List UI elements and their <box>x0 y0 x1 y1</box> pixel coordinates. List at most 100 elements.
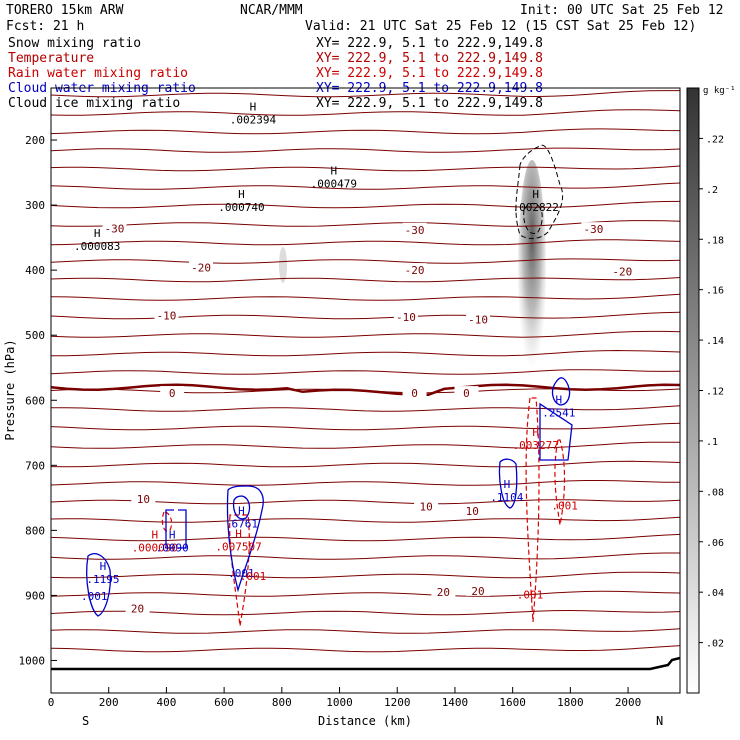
max-value-9: .1104 <box>490 491 523 504</box>
isoline-27 <box>51 590 680 597</box>
max-value-5: .003277 <box>513 439 559 452</box>
temp-label-bg-1-2 <box>610 264 635 277</box>
colorbar-tick-label-6: .14 <box>706 336 724 347</box>
y-tick-label-200: 200 <box>25 134 45 147</box>
temp-label-bg-0-1 <box>402 222 427 235</box>
colorbar-tick-label-10: .22 <box>706 134 724 145</box>
cloud-contour-north-box <box>539 402 573 461</box>
isoline-2 <box>51 128 680 135</box>
rain-contour-north <box>525 397 540 623</box>
cloud-contour-south-inner <box>232 495 251 520</box>
colorbar-tick-label-0: .02 <box>706 639 724 650</box>
plot-frame <box>50 87 681 694</box>
temp-label-1-1: -20 <box>405 264 425 277</box>
ice-contour-outer <box>515 144 564 239</box>
contour-level-label-4: .001 <box>551 500 578 513</box>
max-marker-4: H <box>532 188 539 201</box>
temp-label-bg-5-2 <box>466 583 491 596</box>
isoline-13 <box>51 330 680 338</box>
isoline-30 <box>51 645 680 653</box>
temperature-contours: -30 -30 -30 -20 -20 -20 -10 -10 -10 0 0 0 10 10 10 20 20… <box>51 221 680 615</box>
max-value-11: .0090 <box>156 542 189 555</box>
y-axis-title: Pressure (hPa) <box>3 339 17 440</box>
temp-label-3-2: 0 <box>463 387 470 400</box>
isoline-4 <box>51 165 680 172</box>
x-axis-title: Distance (km) <box>318 714 412 728</box>
north-label: N <box>656 714 663 728</box>
axes: 0 200 400 600 800 1000 1200 1400 1600 1800 2000200… <box>19 134 642 709</box>
isoline-19 <box>51 441 680 449</box>
isoline-5 <box>51 182 680 190</box>
ice-contours <box>515 144 564 239</box>
temp-label-bg-3-2 <box>454 386 479 399</box>
max-marker-5: H <box>532 426 539 439</box>
max-marker-3: H <box>94 227 101 240</box>
x-tick-label-0: 0 <box>48 696 55 709</box>
temp-label-bg-2-2 <box>466 312 491 325</box>
colorbar-tick-label-8: .18 <box>706 235 724 246</box>
isoline-22 <box>51 499 680 505</box>
legend-rain: Rain water mixing ratio <box>8 66 188 81</box>
isoline-15 <box>51 369 680 375</box>
legend-xy-temperature: XY= 222.9, 5.1 to 222.9,149.8 <box>316 51 543 66</box>
isoline-8 <box>51 239 680 246</box>
plot-area: -30 -30 -30 -20 -20 -20 -10 -10 -10 0 0 0 10 10 10 20 20… <box>51 90 680 671</box>
temp-label-4-1: 10 <box>419 500 432 513</box>
maxima-annotations: H.002394H.000479H.000740H.000083H.002822… <box>74 101 578 603</box>
max-marker-6: H <box>235 527 242 540</box>
isoline-9 <box>51 258 680 264</box>
temp-label-1-2: -20 <box>612 265 632 278</box>
colorbar-tick-label-4: .1 <box>706 437 718 448</box>
terrain-line <box>51 656 680 671</box>
y-tick-label-500: 500 <box>25 329 45 342</box>
temp-label-5-1: 20 <box>437 586 450 599</box>
max-value-6: .007507 <box>215 540 261 553</box>
max-value-3: .000083 <box>74 240 120 253</box>
colorbar-ticks: .02 .04 .06 .08 .1 .12 .14 .16 .18 .2 .22 <box>699 134 724 650</box>
temp-label-4-2: 10 <box>466 505 479 518</box>
snow-shading-core <box>518 160 546 380</box>
contour-level-label-2: .001 <box>240 570 267 583</box>
isoline-28 <box>51 609 680 616</box>
isoline-24 <box>51 533 680 542</box>
isoline-29 <box>51 628 680 634</box>
colorbar-unit: g kg⁻¹ <box>703 86 736 96</box>
temp-label-4-0: 10 <box>137 493 150 506</box>
cloud-contour-bracket-right <box>178 509 187 549</box>
max-marker-0: H <box>250 101 257 114</box>
y-tick-label-800: 800 <box>25 524 45 537</box>
legend-xy-snow: XY= 222.9, 5.1 to 222.9,149.8 <box>316 36 543 51</box>
isoline-26 <box>51 571 680 579</box>
temp-label-bg-5-1 <box>431 585 456 598</box>
y-tick-label-600: 600 <box>25 394 45 407</box>
temp-label-3-0: 0 <box>169 387 176 400</box>
temp-label-bg-3-0 <box>160 386 185 399</box>
max-value-2: .000740 <box>218 201 264 214</box>
max-value-8: .2541 <box>542 406 575 419</box>
max-marker-8: H <box>556 393 563 406</box>
temp-label-5-0: 20 <box>131 602 144 615</box>
forecast-hour: Fcst: 21 h <box>6 19 84 34</box>
temp-label-1-0: -20 <box>191 262 211 275</box>
colorbar-tick-label-1: .04 <box>706 588 724 599</box>
temperature-contour-0C <box>51 383 680 396</box>
isoline-3 <box>51 147 680 153</box>
x-tick-label-1200: 1200 <box>384 696 411 709</box>
y-tick-label-300: 300 <box>25 199 45 212</box>
ice-contour-inner <box>523 203 543 234</box>
x-tick-label-400: 400 <box>156 696 176 709</box>
cloud-contour-north-upper <box>551 377 571 406</box>
background-isolines <box>51 90 680 653</box>
legend-snow: Snow mixing ratio <box>8 36 141 51</box>
max-value-1: .000479 <box>311 177 357 190</box>
x-tick-label-1800: 1800 <box>557 696 584 709</box>
isoline-6 <box>51 200 680 209</box>
field-legend: Snow mixing ratio XY= 222.9, 5.1 to 222.… <box>8 36 543 111</box>
south-label: S <box>82 714 89 728</box>
center-title: NCAR/MMM <box>240 3 303 18</box>
x-tick-label-1600: 1600 <box>499 696 526 709</box>
snow-shading-secondary <box>279 247 287 283</box>
colorbar-tick-label-2: .06 <box>706 538 724 549</box>
temp-label-bg-2-1 <box>393 309 418 322</box>
